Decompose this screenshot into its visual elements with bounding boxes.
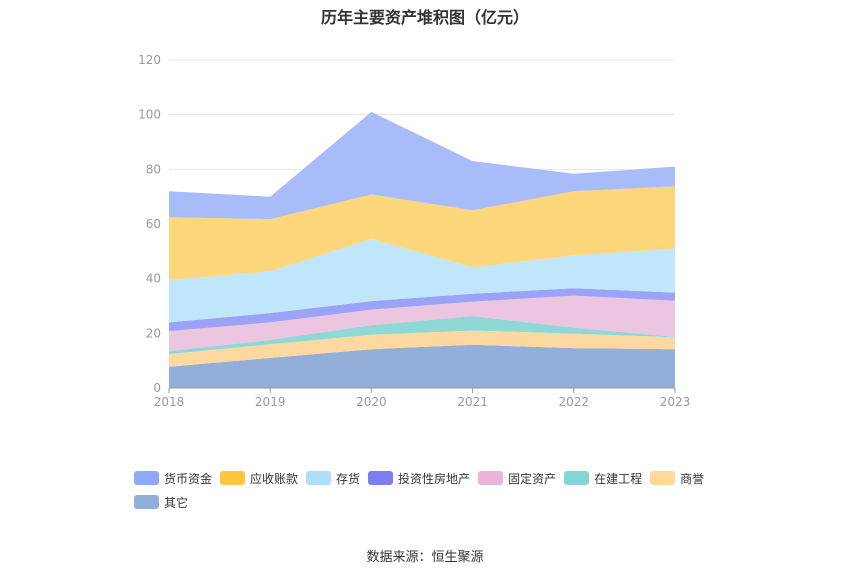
- legend-item[interactable]: 存货: [306, 470, 360, 486]
- legend-item[interactable]: 商誉: [650, 470, 704, 486]
- legend-swatch: [134, 495, 159, 509]
- legend-label: 固定资产: [508, 471, 557, 486]
- x-tick-label: 2021: [457, 395, 488, 409]
- area-series-3: [169, 295, 675, 352]
- x-tick-label: 2022: [559, 395, 590, 409]
- legend: 货币资金 应收账款 存货 投资性房地产 固定资产 在建工程 商誉其它: [134, 470, 734, 518]
- legend-swatch: [306, 471, 332, 485]
- legend-label: 其它: [164, 495, 189, 510]
- area-series-1: [169, 330, 675, 367]
- x-tick-label: 2018: [154, 395, 185, 409]
- legend-label: 存货: [336, 471, 361, 486]
- y-tick-label: 0: [153, 381, 161, 395]
- data-source: 数据来源：恒生聚源: [366, 550, 484, 565]
- legend-swatch: [368, 471, 394, 485]
- y-tick-label: 80: [146, 162, 161, 176]
- area-series-4: [169, 288, 675, 332]
- legend-item[interactable]: 其它: [134, 494, 188, 510]
- y-tick-label: 120: [138, 53, 161, 67]
- legend-swatch: [650, 471, 676, 485]
- series-areas: [169, 111, 675, 388]
- axes: 0 20 40 60 80 100 120 2018 2019 2020 2021 2022 2023: [138, 53, 690, 409]
- legend-swatch: [134, 471, 159, 485]
- legend-label: 在建工程: [594, 471, 643, 486]
- legend-label: 投资性房地产: [398, 471, 471, 486]
- y-tick-label: 100: [138, 108, 161, 122]
- x-tick-label: 2019: [255, 395, 286, 409]
- area-series-5: [169, 239, 675, 323]
- y-tick-label: 60: [146, 217, 161, 231]
- area-series-0: [169, 344, 675, 388]
- area-series-7: [169, 111, 675, 220]
- x-tick-label: 2020: [356, 395, 387, 409]
- area-series-6: [169, 186, 675, 280]
- chart-title: 历年主要资产堆积图（亿元）: [320, 8, 529, 27]
- legend-swatch: [220, 471, 246, 485]
- y-tick-label: 20: [146, 326, 161, 340]
- x-tick-label: 2023: [660, 395, 691, 409]
- legend-item[interactable]: 固定资产: [478, 470, 556, 486]
- area-series-2: [169, 316, 675, 355]
- legend-label: 应收账款: [250, 471, 299, 486]
- legend-label: 货币资金: [164, 471, 213, 486]
- y-tick-label: 40: [146, 272, 161, 286]
- legend-item[interactable]: 投资性房地产: [368, 470, 470, 486]
- legend-label: 商誉: [680, 471, 705, 486]
- legend-item[interactable]: 应收账款: [220, 470, 298, 486]
- legend-item[interactable]: 货币资金: [134, 470, 212, 486]
- legend-swatch: [478, 471, 504, 485]
- legend-item[interactable]: 在建工程: [564, 470, 642, 486]
- legend-swatch: [564, 471, 590, 485]
